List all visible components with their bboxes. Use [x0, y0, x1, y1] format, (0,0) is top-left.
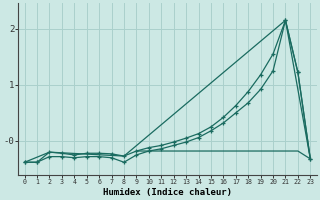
X-axis label: Humidex (Indice chaleur): Humidex (Indice chaleur) [103, 188, 232, 197]
